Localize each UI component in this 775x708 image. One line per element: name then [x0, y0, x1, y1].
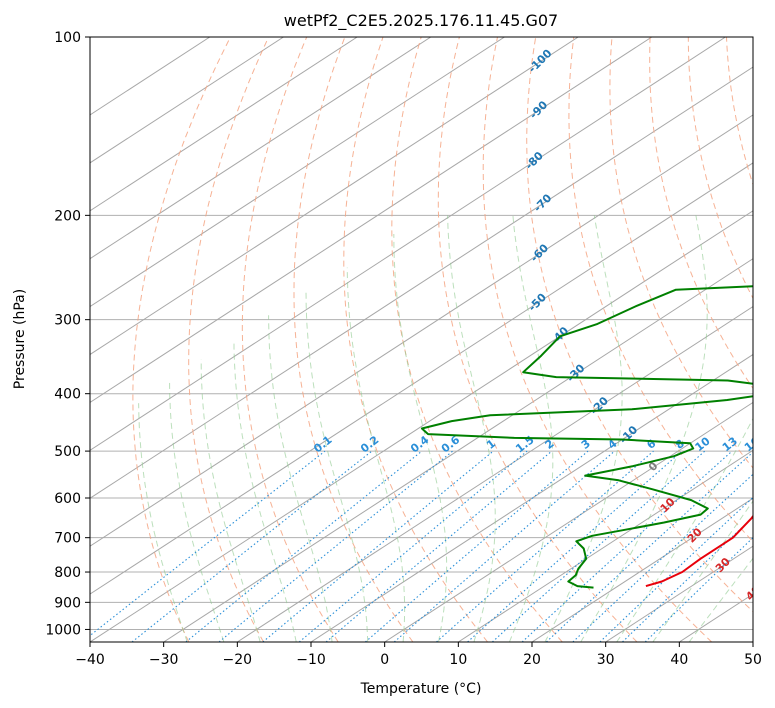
y-tick-label: 400	[54, 387, 81, 403]
chart-title: wetPf2_C2E5.2025.176.11.45.G07	[284, 11, 558, 31]
moist-adiabat-line	[652, 500, 753, 642]
moist-adiabat-line	[393, 233, 448, 642]
dry-adiabat-line	[649, 37, 753, 390]
dry-adiabat-line	[293, 37, 414, 642]
isotherm-line	[90, 37, 358, 212]
x-tick-label: 10	[449, 652, 467, 668]
moist-adiabat-line	[200, 359, 261, 642]
mixing-ratio-line	[644, 536, 753, 642]
dry-adiabat-line	[482, 37, 713, 642]
y-tick-label: 800	[54, 565, 81, 581]
dry-adiabat-line	[132, 37, 231, 642]
moist-adiabat-line	[580, 215, 708, 642]
moist-adiabat-line	[268, 315, 333, 642]
isotherm-line	[237, 305, 753, 642]
temperature-line	[645, 514, 753, 588]
x-tick-label: −40	[75, 652, 105, 668]
background-lines	[90, 37, 753, 642]
isotherm-line	[384, 401, 753, 642]
x-tick-label: −10	[296, 652, 326, 668]
x-axis-label: Temperature (°C)	[360, 681, 482, 697]
y-tick-label: 600	[54, 491, 81, 507]
mixing-ratio-label: 16	[742, 434, 762, 454]
isotherm-line	[90, 37, 579, 356]
x-tick-label: 20	[523, 652, 541, 668]
isotherm-line	[90, 114, 753, 547]
x-tick-label: 50	[744, 652, 762, 668]
moist-adiabat-line	[169, 380, 225, 642]
dry-adiabat-line	[687, 37, 753, 300]
dry-adiabat-line	[241, 37, 339, 642]
x-axis-ticks: −40 −30 −20 −10 0 10 20 30 40 50	[75, 642, 762, 668]
mixing-ratio-line	[131, 450, 373, 642]
mixing-ratio-line	[393, 450, 615, 642]
isotherm-line	[310, 353, 753, 642]
y-tick-label: 300	[54, 313, 81, 329]
mixing-ratio-line	[325, 450, 553, 642]
moist-adiabat-line	[447, 215, 496, 642]
isotherm-line	[531, 497, 753, 642]
moist-adiabat-line	[544, 215, 623, 642]
x-tick-label: −20	[223, 652, 253, 668]
dewpoint-line	[420, 285, 753, 589]
isotherm-line	[90, 37, 653, 404]
y-tick-label: 200	[54, 208, 81, 224]
isotherm-line	[458, 449, 753, 642]
plot-frame	[89, 36, 754, 643]
x-tick-label: 30	[597, 652, 615, 668]
moist-adiabat-line	[233, 340, 297, 642]
isotherm-line	[90, 210, 753, 642]
dry-adiabat-line	[188, 37, 270, 642]
mixing-ratio-line	[572, 473, 753, 642]
x-tick-label: 40	[670, 652, 688, 668]
dry-adiabat-line	[437, 37, 638, 642]
y-axis-ticks: 100 200 300 400 500 600 700 800 900 1000	[45, 30, 90, 638]
dry-adiabat-line	[726, 37, 753, 186]
series-lines	[420, 285, 753, 589]
mixing-ratio-line	[185, 450, 423, 642]
mixing-ratio-line	[436, 450, 654, 642]
isotherm-line	[90, 37, 505, 308]
moist-adiabat-line	[616, 417, 753, 642]
dry-adiabat-line	[568, 37, 753, 543]
y-tick-label: 700	[54, 531, 81, 547]
isotherm-line	[163, 258, 753, 642]
dry-adiabat-line	[526, 37, 753, 613]
mixing-ratio-line	[90, 450, 326, 637]
y-tick-label: 100	[54, 30, 81, 46]
y-tick-label: 1000	[45, 622, 81, 638]
y-axis-label: Pressure (hPa)	[12, 289, 28, 389]
y-tick-label: 500	[54, 444, 81, 460]
mixing-ratio-line	[521, 450, 733, 642]
isotherm-line	[90, 162, 753, 595]
mixing-ratio-line	[262, 450, 494, 642]
isotherm-line	[90, 37, 726, 451]
x-tick-label: −30	[149, 652, 179, 668]
moist-adiabat-line	[346, 267, 406, 642]
moist-adiabat-line	[305, 292, 369, 642]
y-tick-label: 900	[54, 595, 81, 611]
x-tick-label: 0	[380, 652, 389, 668]
isotherm-line	[90, 66, 753, 499]
mixing-ratio-line	[298, 450, 528, 642]
isotherm-line	[90, 37, 432, 260]
mixing-ratio-line	[364, 450, 589, 642]
isotherm-line	[90, 37, 284, 164]
mixing-ratio-line	[545, 451, 753, 642]
moist-adiabat-line	[508, 215, 554, 642]
adiabat-label: 40	[743, 583, 763, 603]
